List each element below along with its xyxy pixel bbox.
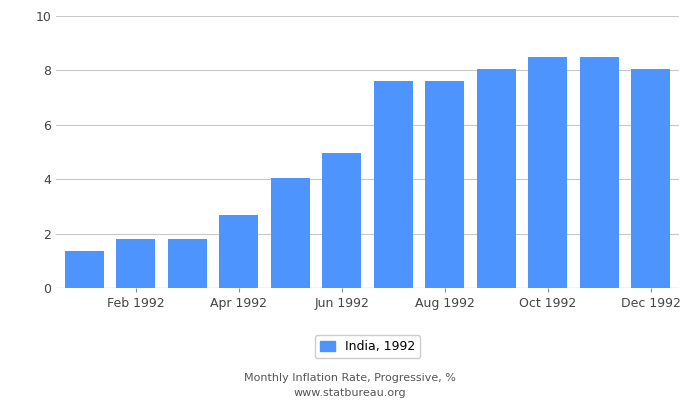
Bar: [168, 239, 206, 288]
Text: www.statbureau.org: www.statbureau.org: [294, 388, 406, 398]
Bar: [477, 69, 515, 288]
Bar: [631, 69, 670, 288]
Bar: [220, 214, 258, 288]
Bar: [271, 178, 309, 288]
Text: Monthly Inflation Rate, Progressive, %: Monthly Inflation Rate, Progressive, %: [244, 373, 456, 383]
Bar: [65, 251, 104, 288]
Legend: India, 1992: India, 1992: [315, 335, 420, 358]
Bar: [116, 239, 155, 288]
Bar: [323, 153, 361, 288]
Bar: [426, 81, 464, 288]
Bar: [528, 57, 567, 288]
Bar: [580, 57, 619, 288]
Bar: [374, 81, 412, 288]
